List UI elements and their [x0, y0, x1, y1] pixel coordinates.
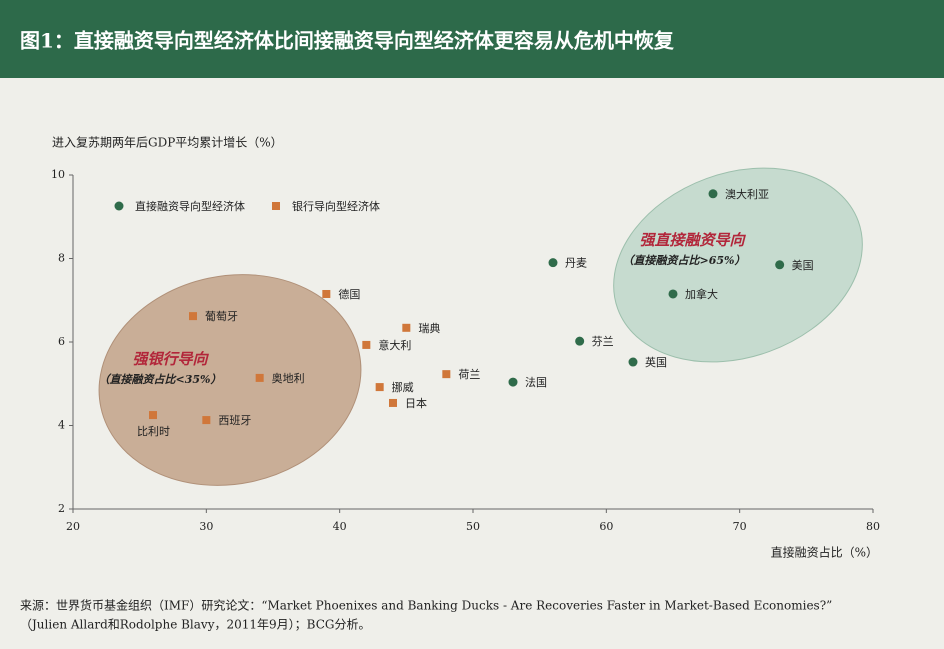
point-label: 西班牙	[218, 414, 251, 427]
point	[362, 340, 371, 349]
y-tick-label: 8	[58, 252, 65, 265]
strong-direct-zone	[613, 167, 863, 363]
annotation: 强直接融资导向	[639, 231, 746, 249]
source-note: （Julien Allard和Rodolphe Blavy，2011年9月）；B…	[20, 618, 370, 632]
x-axis-title: 直接融资占比（%）	[771, 545, 878, 560]
point	[508, 377, 518, 387]
point	[402, 323, 411, 332]
x-tick-label: 70	[733, 520, 747, 533]
x-tick-label: 20	[66, 520, 80, 533]
point-label: 加拿大	[685, 287, 718, 301]
chart-title: 图1：直接融资导向型经济体比间接融资导向型经济体更容易从危机中恢复	[20, 29, 675, 53]
point	[149, 411, 157, 420]
point	[708, 189, 718, 199]
point-label: 意大利	[378, 338, 411, 352]
point	[442, 370, 451, 379]
x-tick-label: 40	[333, 520, 347, 533]
point-label: 荷兰	[458, 368, 480, 381]
annotation: 强银行导向	[132, 350, 209, 368]
annotation: （直接融资占比<35%）	[99, 373, 222, 386]
header-band	[0, 0, 944, 78]
point-label: 葡萄牙	[205, 310, 238, 323]
y-tick-label: 10	[51, 168, 65, 181]
point	[628, 357, 638, 367]
y-axis-title: 进入复苏期两年后GDP平均累计增长（%）	[52, 136, 283, 150]
point-label: 奥地利	[272, 371, 305, 385]
point-label: 澳大利亚	[725, 187, 769, 201]
point-label: 美国	[792, 259, 814, 272]
annotation: （直接融资占比>65%）	[623, 254, 746, 267]
point	[202, 416, 211, 425]
strong-bank-zone	[98, 274, 362, 486]
source-note: 来源：世界货币基金组织（IMF）研究论文：“Market Phoenixes a…	[20, 598, 832, 613]
point	[548, 258, 558, 268]
legend-label: 直接融资导向型经济体	[135, 199, 245, 213]
point-label: 瑞典	[418, 321, 440, 335]
point-label: 丹麦	[565, 257, 587, 270]
point-label: 日本	[405, 396, 427, 410]
point	[189, 312, 197, 321]
point	[575, 336, 585, 346]
point	[255, 373, 264, 382]
point-label: 法国	[525, 375, 547, 389]
x-tick-label: 50	[466, 520, 480, 533]
point	[389, 398, 397, 407]
legend-label: 银行导向型经济体	[292, 199, 380, 213]
y-tick-label: 4	[58, 419, 65, 432]
point	[775, 260, 785, 270]
point	[322, 289, 331, 298]
point-label: 挪威	[392, 380, 414, 394]
legend-marker	[272, 202, 280, 210]
x-tick-label: 80	[866, 520, 880, 533]
x-tick-label: 60	[599, 520, 613, 533]
point-label: 德国	[338, 287, 360, 301]
x-tick-label: 30	[199, 520, 213, 533]
legend-marker	[114, 201, 124, 211]
point-label: 比利时	[137, 425, 170, 438]
point	[668, 289, 678, 299]
point	[375, 383, 384, 392]
point-label: 英国	[645, 355, 667, 369]
y-tick-label: 2	[58, 502, 65, 515]
point-label: 芬兰	[592, 335, 614, 348]
y-tick-label: 6	[58, 335, 65, 348]
